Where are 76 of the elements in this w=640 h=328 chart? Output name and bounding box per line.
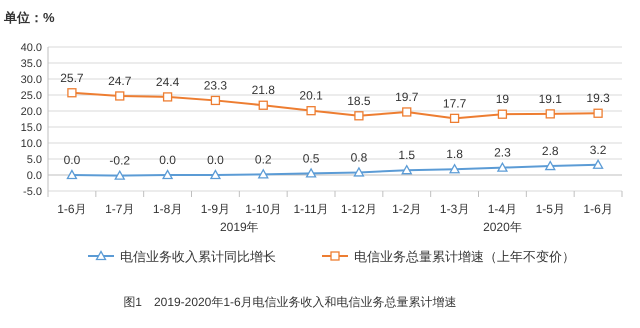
data-label: 19.1 bbox=[538, 92, 562, 106]
data-label: 24.4 bbox=[156, 74, 180, 89]
data-label: 18.5 bbox=[347, 94, 371, 108]
data-label: 20.1 bbox=[299, 88, 324, 103]
point bbox=[210, 170, 221, 180]
y-tick-label: 25.0 bbox=[20, 90, 42, 102]
x-tick-label: 1-11月 bbox=[294, 202, 329, 216]
data-label: 0.0 bbox=[64, 153, 81, 167]
y-tick-label: 5.0 bbox=[26, 154, 42, 166]
data-label: 24.7 bbox=[108, 74, 132, 88]
point bbox=[354, 167, 364, 177]
data-label: 0.8 bbox=[350, 150, 368, 164]
point bbox=[306, 106, 316, 116]
data-label: 0.5 bbox=[302, 151, 320, 166]
y-tick-label: -5.0 bbox=[23, 186, 42, 198]
point bbox=[402, 107, 412, 117]
data-label: 1.8 bbox=[446, 147, 464, 162]
x-tick-label: 1-9月 bbox=[200, 202, 230, 216]
point bbox=[450, 114, 460, 124]
y-tick-label: 20.0 bbox=[20, 106, 42, 118]
x-tick-label: 1-2月 bbox=[392, 202, 422, 216]
x-tick-label: 1-5月 bbox=[536, 202, 565, 216]
x-tick-label: 1-12月 bbox=[340, 202, 377, 216]
point bbox=[402, 165, 412, 174]
point bbox=[115, 91, 124, 101]
x-tick-label: 1-4月 bbox=[488, 202, 518, 216]
point bbox=[545, 160, 556, 170]
point bbox=[592, 160, 604, 169]
data-label: 0.0 bbox=[159, 153, 176, 167]
point bbox=[306, 168, 316, 178]
data-label: 1.5 bbox=[398, 148, 416, 162]
data-label: 19.3 bbox=[586, 91, 610, 106]
y-tick-label: 30.0 bbox=[20, 74, 42, 86]
data-label: 25.7 bbox=[60, 70, 84, 85]
point bbox=[162, 170, 173, 180]
y-axis-title: 单位：% bbox=[3, 10, 55, 25]
x-tick-label: 1-6月 bbox=[583, 202, 613, 216]
point bbox=[162, 92, 172, 102]
point bbox=[354, 111, 364, 120]
x-tick-label: 1-10月 bbox=[245, 202, 282, 216]
data-label: 21.8 bbox=[252, 83, 276, 98]
x-tick-label: 1-8月 bbox=[152, 202, 182, 216]
y-tick-label: 15.0 bbox=[20, 122, 42, 134]
point bbox=[114, 170, 125, 180]
legend-label: 电信业务总量累计增速（上年不变价） bbox=[354, 249, 575, 264]
data-label: 17.7 bbox=[442, 96, 467, 110]
data-label: 19.7 bbox=[395, 90, 419, 104]
y-tick-label: 40.0 bbox=[20, 42, 42, 54]
point bbox=[497, 162, 508, 172]
point bbox=[66, 170, 78, 180]
y-tick-label: 0.0 bbox=[26, 170, 42, 182]
data-label: 2.3 bbox=[494, 146, 512, 160]
point bbox=[67, 88, 77, 98]
data-label: 0.2 bbox=[254, 152, 272, 166]
x-tick-label: 1-3月 bbox=[440, 202, 470, 216]
y-tick-label: 10.0 bbox=[20, 138, 42, 150]
point bbox=[258, 100, 268, 110]
point bbox=[498, 110, 508, 119]
y-tick-label: 35.0 bbox=[20, 58, 42, 70]
point bbox=[546, 109, 555, 119]
legend-label: 电信业务收入累计同比增长 bbox=[120, 249, 276, 264]
data-label: 3.2 bbox=[590, 142, 607, 157]
data-label: 19 bbox=[496, 92, 510, 106]
text: 2019年 bbox=[220, 220, 259, 234]
x-tick-label: 1-6月 bbox=[57, 202, 87, 216]
text: 2020年 bbox=[483, 220, 522, 234]
point bbox=[593, 108, 603, 118]
data-label: -0.2 bbox=[109, 154, 130, 168]
caption: 图1 2019-2020年1-6月电信业务收入和电信业务总量累计增速 bbox=[123, 295, 457, 309]
point bbox=[210, 96, 220, 106]
data-label: 0.0 bbox=[207, 153, 224, 167]
data-label: 23.3 bbox=[204, 78, 228, 92]
point bbox=[258, 169, 268, 179]
x-tick-label: 1-7月 bbox=[105, 202, 134, 216]
point bbox=[449, 164, 460, 174]
data-label: 2.8 bbox=[542, 144, 559, 158]
